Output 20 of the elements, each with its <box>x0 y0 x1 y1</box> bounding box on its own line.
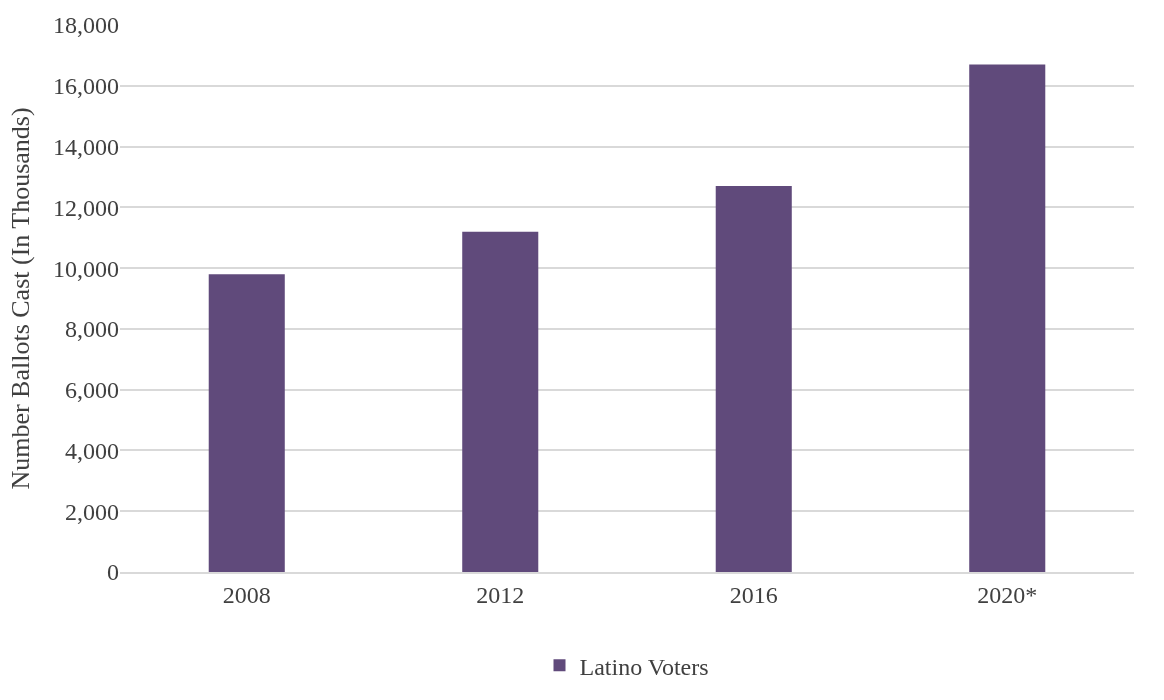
y-tick-label: 14,000 <box>53 133 119 160</box>
y-tick-label: 2,000 <box>65 498 119 525</box>
x-tick-label: 2016 <box>729 581 778 608</box>
bar <box>462 231 539 572</box>
x-tick-label: 2020* <box>977 581 1038 608</box>
y-tick-label: 12,000 <box>53 194 119 221</box>
y-axis-title: Number Ballots Cast (In Thousands) <box>6 107 36 490</box>
legend-label: Latino Voters <box>579 653 709 680</box>
y-tick-label: 0 <box>107 559 119 586</box>
y-tick-label: 4,000 <box>65 437 119 464</box>
bar <box>208 274 285 572</box>
bar <box>969 64 1046 572</box>
x-tick-label: 2008 <box>222 581 271 608</box>
y-tick-label: 8,000 <box>65 316 119 343</box>
x-tick-label: 2012 <box>476 581 525 608</box>
y-tick-label: 18,000 <box>53 12 119 39</box>
y-tick-label: 10,000 <box>53 255 119 282</box>
y-tick-label: 16,000 <box>53 73 119 100</box>
y-tick-label: 6,000 <box>65 377 119 404</box>
bar <box>715 186 792 572</box>
